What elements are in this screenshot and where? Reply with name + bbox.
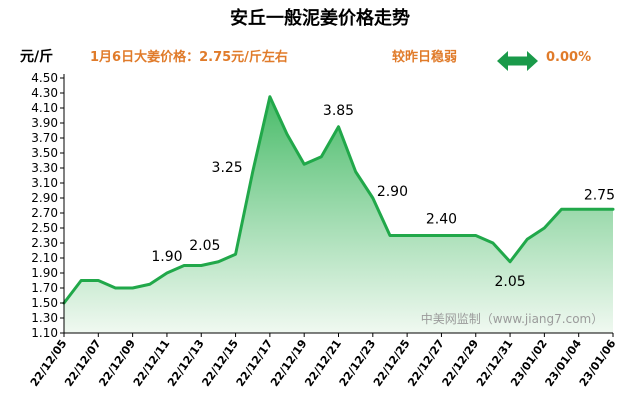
y-tick-label: 1.90 bbox=[31, 266, 58, 280]
y-tick-label: 2.50 bbox=[31, 221, 58, 235]
y-axis-unit-label: 元/斤 bbox=[20, 48, 53, 65]
price-line bbox=[62, 95, 615, 305]
change-value: 0.00% bbox=[546, 50, 591, 65]
y-tick-label: 3.50 bbox=[31, 146, 58, 160]
y-tick-label: 3.70 bbox=[31, 131, 58, 145]
y-tick-label: 3.10 bbox=[31, 176, 58, 190]
data-label: 2.40 bbox=[426, 212, 457, 228]
data-label: 2.05 bbox=[189, 238, 220, 254]
plot-area: 1.101.301.501.701.902.102.302.502.702.90… bbox=[28, 71, 619, 389]
y-tick-label: 1.10 bbox=[31, 326, 58, 340]
y-tick-label: 4.30 bbox=[31, 86, 58, 100]
data-label: 2.75 bbox=[584, 187, 615, 203]
y-tick-label: 3.30 bbox=[31, 161, 58, 175]
y-tick-label: 4.50 bbox=[31, 71, 58, 85]
data-label: 3.85 bbox=[323, 103, 354, 119]
data-label: 2.90 bbox=[377, 184, 408, 200]
y-tick-label: 2.70 bbox=[31, 206, 58, 220]
trend-label: 较昨日稳弱 bbox=[392, 49, 457, 65]
y-tick-label: 4.10 bbox=[31, 101, 58, 115]
y-tick-label: 1.30 bbox=[31, 311, 58, 325]
y-tick-label: 2.90 bbox=[31, 191, 58, 205]
price-note: 1月6日大姜价格：2.75元/斤左右 bbox=[90, 49, 288, 65]
double-arrow-icon bbox=[497, 51, 538, 71]
data-label: 1.90 bbox=[151, 249, 182, 265]
chart-title: 安丘一般泥姜价格走势 bbox=[230, 7, 410, 29]
y-tick-label: 2.30 bbox=[31, 236, 58, 250]
watermark: 中美网监制（www.jiang7.com） bbox=[421, 311, 603, 326]
y-tick-label: 1.50 bbox=[31, 296, 58, 310]
area-fill bbox=[64, 96, 613, 333]
data-label: 3.25 bbox=[212, 160, 243, 176]
y-tick-label: 3.90 bbox=[31, 116, 58, 130]
y-tick-label: 1.70 bbox=[31, 281, 58, 295]
data-label: 2.05 bbox=[494, 274, 525, 290]
y-tick-label: 2.10 bbox=[31, 251, 58, 265]
